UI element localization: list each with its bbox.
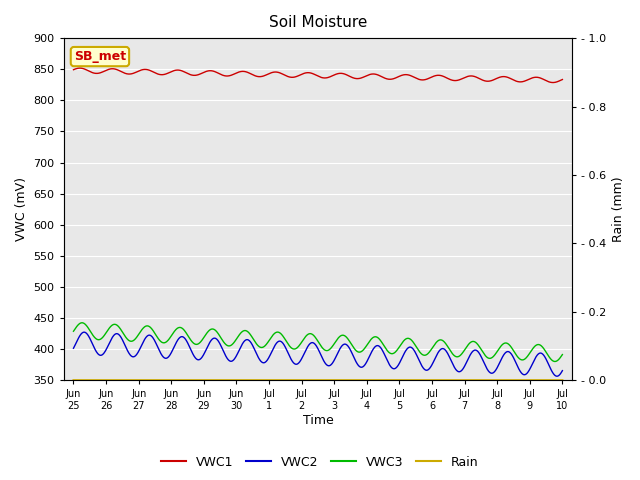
Y-axis label: VWC (mV): VWC (mV) bbox=[15, 177, 28, 241]
Title: Soil Moisture: Soil Moisture bbox=[269, 15, 367, 30]
Y-axis label: Rain (mm): Rain (mm) bbox=[612, 176, 625, 242]
Legend: VWC1, VWC2, VWC3, Rain: VWC1, VWC2, VWC3, Rain bbox=[156, 451, 484, 474]
X-axis label: Time: Time bbox=[303, 414, 333, 427]
Text: SB_met: SB_met bbox=[74, 50, 126, 63]
